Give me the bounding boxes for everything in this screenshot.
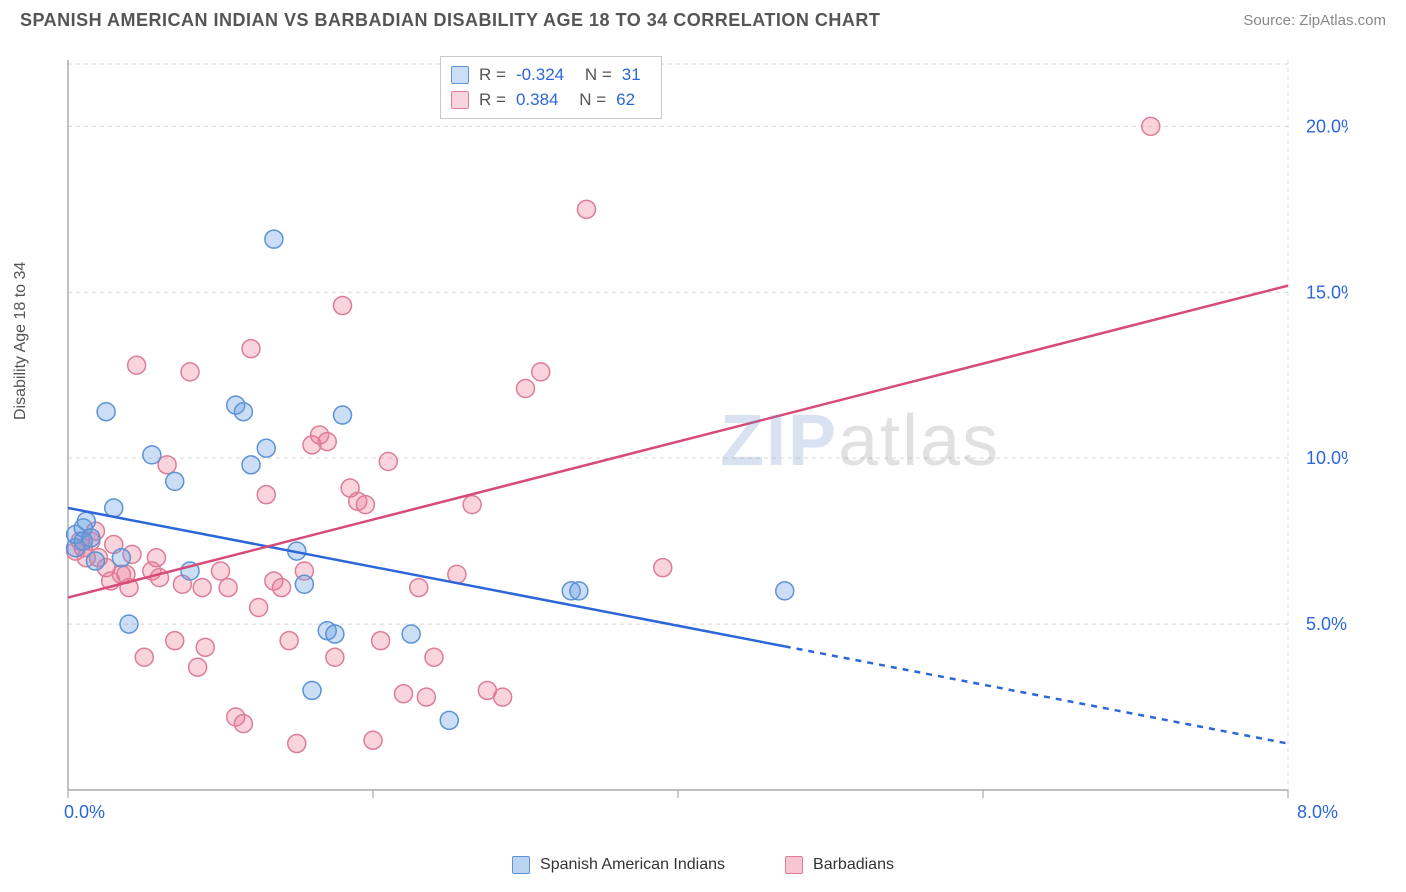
svg-text:20.0%: 20.0%	[1306, 116, 1348, 136]
stat-r-label: R =	[479, 63, 506, 88]
legend-label-0: Spanish American Indians	[540, 856, 725, 874]
svg-text:10.0%: 10.0%	[1306, 448, 1348, 468]
stat-r-label: R =	[479, 88, 506, 113]
source-prefix: Source:	[1243, 12, 1299, 29]
svg-text:8.0%: 8.0%	[1297, 802, 1338, 820]
y-axis-label: Disability Age 18 to 34	[12, 262, 30, 420]
legend-label-1: Barbadians	[813, 856, 894, 874]
chart-svg: 5.0% 10.0% 15.0% 20.0% 0.0% 8.0%	[58, 50, 1348, 820]
bottom-legend: Spanish American Indians Barbadians	[0, 856, 1406, 874]
chart-title: SPANISH AMERICAN INDIAN VS BARBADIAN DIS…	[20, 10, 880, 31]
stat-n-label: N =	[580, 63, 612, 88]
plot-area: 5.0% 10.0% 15.0% 20.0% 0.0% 8.0%	[58, 50, 1348, 820]
stat-n-value-1: 62	[616, 88, 635, 113]
stat-swatch-0	[451, 66, 469, 84]
svg-text:15.0%: 15.0%	[1306, 282, 1348, 302]
svg-text:5.0%: 5.0%	[1306, 614, 1347, 634]
legend-swatch-1	[785, 856, 803, 874]
stat-n-value-0: 31	[622, 63, 641, 88]
chart-header: SPANISH AMERICAN INDIAN VS BARBADIAN DIS…	[0, 0, 1406, 39]
correlation-stats-box: R = -0.324 N = 31 R = 0.384 N = 62	[440, 56, 662, 119]
svg-text:0.0%: 0.0%	[64, 802, 105, 820]
legend-item-0: Spanish American Indians	[512, 856, 725, 874]
source-link[interactable]: ZipAtlas.com	[1299, 12, 1386, 29]
chart-source: Source: ZipAtlas.com	[1243, 12, 1386, 29]
stat-n-label: N =	[574, 88, 606, 113]
stat-row-series-0: R = -0.324 N = 31	[451, 63, 647, 88]
stat-r-value-0: -0.324	[516, 63, 564, 88]
legend-swatch-0	[512, 856, 530, 874]
stat-r-value-1: 0.384	[516, 88, 559, 113]
legend-item-1: Barbadians	[785, 856, 894, 874]
stat-row-series-1: R = 0.384 N = 62	[451, 88, 647, 113]
stat-swatch-1	[451, 91, 469, 109]
